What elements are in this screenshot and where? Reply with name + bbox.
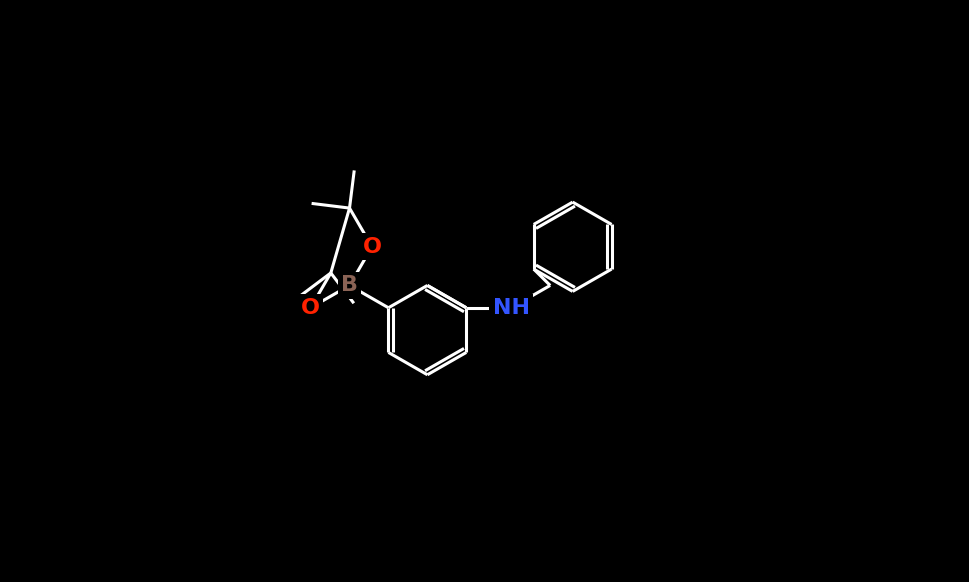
Text: B: B [341,275,358,296]
Text: NH: NH [492,298,529,318]
Text: O: O [362,237,381,257]
Text: O: O [300,298,320,318]
